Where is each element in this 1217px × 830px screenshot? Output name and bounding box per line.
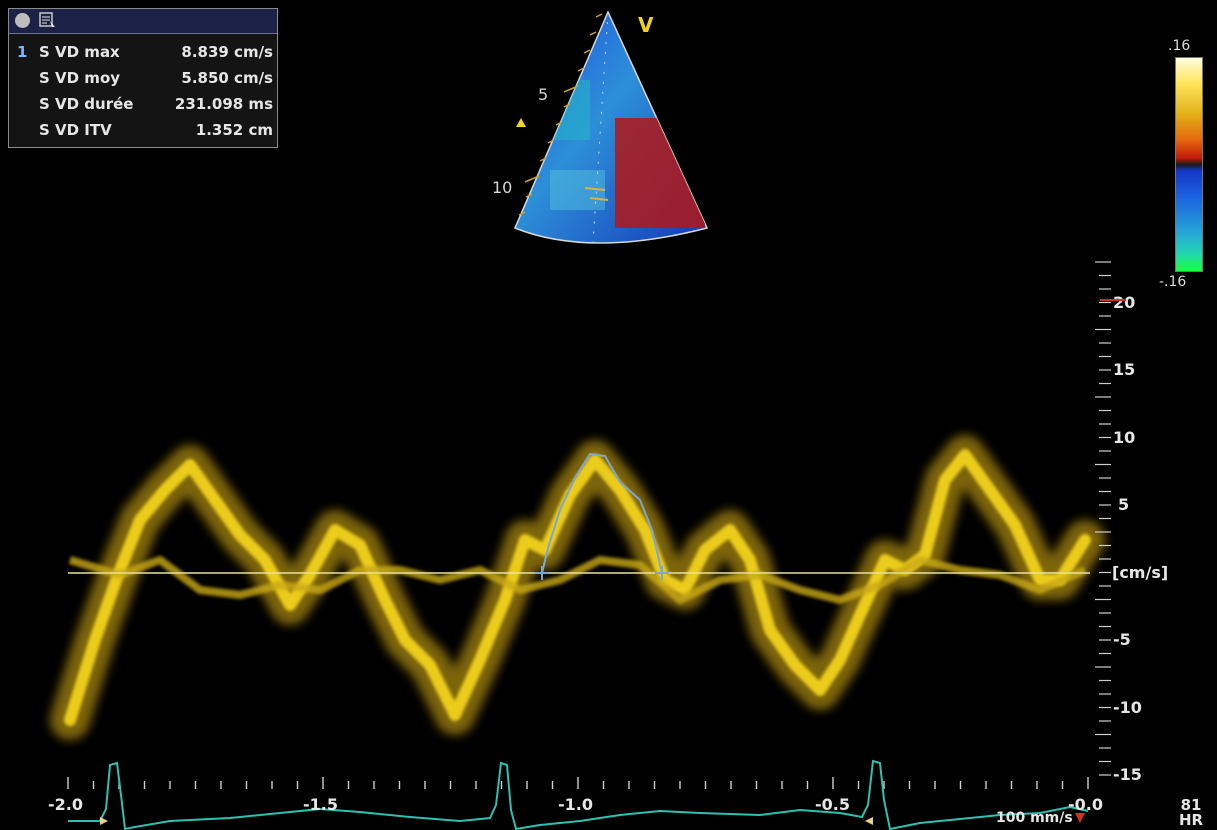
measurement-toolbar [9, 9, 277, 34]
record-icon[interactable] [15, 13, 30, 28]
velocity-tick-label: 10 [1113, 428, 1136, 447]
velocity-colorbar [1175, 57, 1203, 272]
direction-arrow-icon [516, 118, 526, 127]
measurement-label: S VD durée [39, 95, 134, 113]
velocity-tick-label: -5 [1113, 630, 1131, 649]
measurement-value: 1.352 cm [195, 121, 273, 139]
heart-rate: 81 HR [1176, 796, 1206, 829]
velocity-unit-label: [cm/s] [1112, 563, 1169, 582]
measurement-label: S VD moy [39, 69, 121, 87]
measurement-label: S VD ITV [39, 121, 112, 139]
measurement-index: 1 [17, 43, 28, 61]
depth-label-10: 10 [492, 178, 512, 197]
measurement-row-vti: S VD ITV 1.352 cm [9, 121, 277, 143]
velocity-axis [1095, 261, 1111, 776]
measurement-value: 5.850 cm/s [181, 69, 273, 87]
measurement-row-max: 1 S VD max 8.839 cm/s [9, 43, 277, 65]
ecg-marker-icon [865, 817, 873, 825]
velocity-tick-label: 15 [1113, 360, 1136, 379]
heart-rate-value: 81 [1180, 796, 1202, 814]
ecg-marker-icon [100, 817, 108, 825]
ecg-time-strip [67, 759, 1089, 830]
measurement-value: 231.098 ms [174, 95, 273, 113]
sweep-speed-label: 100 mm/s [996, 810, 1073, 826]
depth-label-5: 5 [538, 85, 548, 104]
sector-image: 5 10 V [492, 10, 709, 244]
time-tick-label: -0.5 [815, 795, 850, 814]
vti-trace [541, 452, 663, 574]
time-tick-label: -0.0 [1068, 795, 1103, 814]
measurement-value: 8.839 cm/s [181, 43, 273, 61]
velocity-tick-label: 5 [1118, 495, 1130, 514]
measurement-label: S VD max [39, 43, 120, 61]
spectrum-secondary-band [68, 556, 1087, 604]
probe-marker: V [638, 13, 654, 37]
measurement-panel: 1 S VD max 8.839 cm/s S VD moy 5.850 cm/… [8, 8, 278, 148]
heart-rate-label: HR [1178, 811, 1204, 829]
scale-marker-icon [1100, 299, 1126, 301]
measurement-row-duration: S VD durée 231.098 ms [9, 95, 277, 117]
colorbar-bottom-label: -.16 [1159, 274, 1187, 290]
time-tick-label: -1.0 [558, 795, 593, 814]
ecg-marker-icon [1075, 813, 1085, 823]
depth-scale-ticks [518, 13, 603, 216]
time-tick-label: -1.5 [303, 795, 338, 814]
velocity-tick-label: -15 [1113, 765, 1142, 784]
measurement-row-mean: S VD moy 5.850 cm/s [9, 69, 277, 91]
ecg-trace [68, 759, 1089, 830]
velocity-tick-label: 20 [1113, 293, 1136, 312]
colorbar-top-label: .16 [1168, 38, 1191, 54]
time-tick-label: -2.0 [48, 795, 83, 814]
measure-tool-icon[interactable] [39, 12, 57, 29]
velocity-tick-label: -10 [1113, 698, 1142, 717]
caliper-markers[interactable] [535, 566, 669, 580]
